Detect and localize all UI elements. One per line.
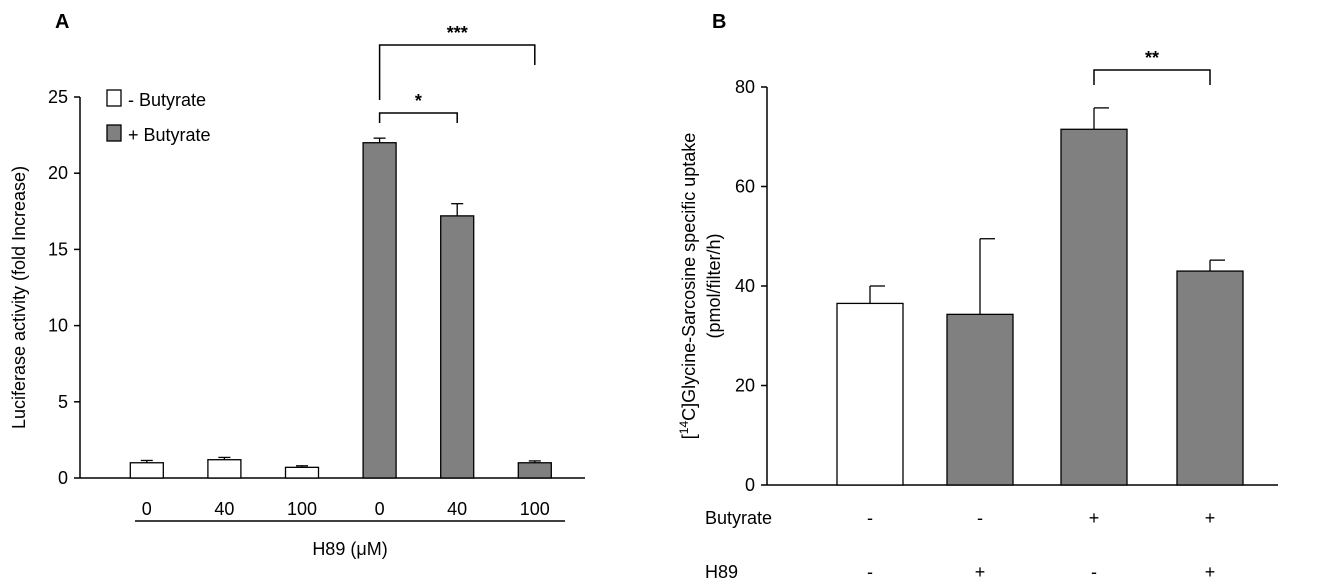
legend-swatch (106, 89, 122, 107)
significance-label: * (415, 91, 422, 111)
x-tick-label: 40 (214, 499, 234, 519)
panel-letter-b: B (712, 11, 726, 33)
panel-letter-a: A (55, 11, 69, 33)
significance-bracket (378, 112, 458, 123)
y-tick-label: 15 (48, 239, 68, 259)
bar (284, 466, 320, 479)
y-tick-label: 0 (745, 475, 755, 495)
significance-bracket (1093, 69, 1211, 85)
condition-value: + (975, 562, 986, 582)
y-tick-label: 20 (735, 376, 755, 396)
y-tick-label: 10 (48, 316, 68, 336)
bar (1060, 128, 1128, 486)
x-tick-label: 100 (287, 499, 317, 519)
significance-bracket (378, 44, 536, 100)
y-tick-label: 25 (48, 87, 68, 107)
bar (440, 215, 475, 479)
significance-label: *** (447, 23, 468, 43)
bar (946, 313, 1014, 486)
bar (207, 459, 242, 479)
condition-value: - (867, 508, 873, 528)
y-tick-label: 0 (58, 468, 68, 488)
bar (129, 462, 164, 479)
y-axis-title-units: (pmol/filter/h) (704, 233, 724, 338)
legend-swatch (106, 124, 122, 142)
panel-b: B 0 20 40 60 80 [14C]Glycine-Sarcosine specifi… (677, 11, 1278, 582)
y-axis-title-rest: C]Glycine-Sarcosine specific uptake (679, 133, 699, 421)
bar (836, 302, 904, 486)
condition-value: + (1205, 562, 1216, 582)
y-axis-title: [14C]Glycine-Sarcosine specific uptake (677, 133, 699, 440)
y-tick-label: 20 (48, 163, 68, 183)
significance-label: ** (1145, 48, 1159, 68)
condition-value: + (1089, 508, 1100, 528)
bar (517, 462, 552, 479)
condition-row-label: Butyrate (705, 508, 772, 528)
bar (1176, 270, 1244, 486)
condition-row-label: H89 (705, 562, 738, 582)
legend-label: + Butyrate (128, 125, 211, 145)
y-tick-label: 60 (735, 177, 755, 197)
y-axis-title: Luciferase activity (fold Increase) (9, 166, 29, 429)
condition-value: + (1205, 508, 1216, 528)
y-tick-label: 80 (735, 77, 755, 97)
bar (362, 142, 397, 479)
x-group-label: H89 (μM) (312, 539, 387, 559)
y-tick-label: 5 (58, 392, 68, 412)
x-tick-label: 100 (520, 499, 550, 519)
condition-value: - (1091, 562, 1097, 582)
panel-a: A 0 5 10 15 20 25 Luciferase activity (fold Inc… (9, 11, 585, 559)
y-axis-title-superscript: 14 (677, 421, 691, 435)
condition-value: - (977, 508, 983, 528)
x-tick-label: 0 (142, 499, 152, 519)
condition-value: - (867, 562, 873, 582)
y-tick-label: 40 (735, 276, 755, 296)
legend-label: - Butyrate (128, 90, 206, 110)
x-tick-label: 0 (375, 499, 385, 519)
x-tick-label: 40 (447, 499, 467, 519)
y-axis-title-open: [ (679, 434, 699, 439)
